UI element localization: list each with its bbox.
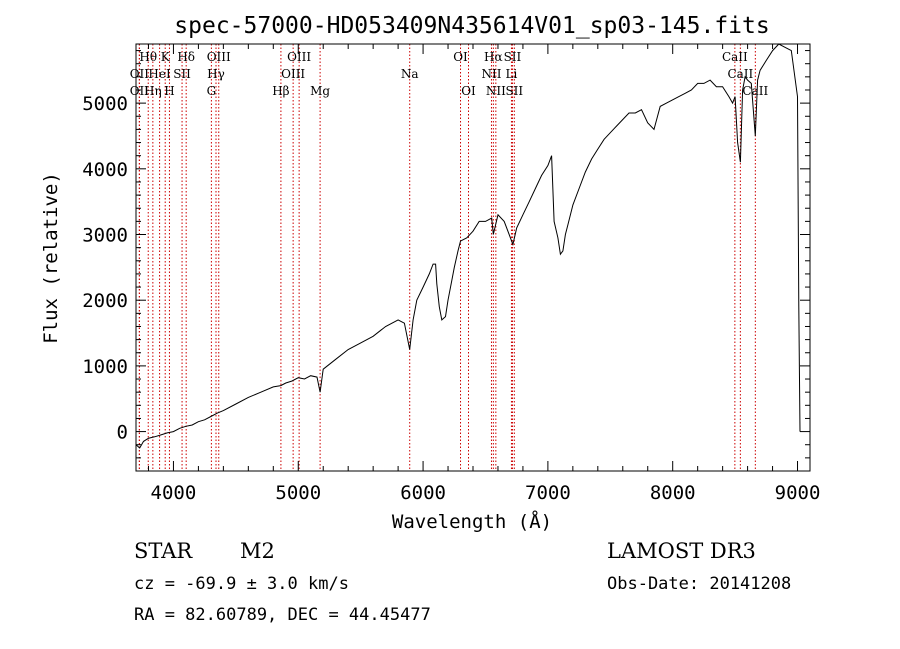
x-axis-label: Wavelength (Å) xyxy=(392,510,552,533)
marker-label: G xyxy=(207,84,217,98)
marker-label: Hα xyxy=(484,50,503,64)
y-tick-label: 5000 xyxy=(82,93,128,115)
x-tick-label: 4000 xyxy=(151,482,197,504)
marker-label: SII xyxy=(504,50,522,64)
marker-label: SII xyxy=(173,67,191,81)
object-class: STAR xyxy=(134,539,193,563)
marker-label: CaII xyxy=(722,50,748,64)
object-subclass: M2 xyxy=(240,539,275,563)
y-tick-label: 2000 xyxy=(82,290,128,312)
chart-title: spec-57000-HD053409N435614V01_sp03-145.f… xyxy=(174,13,769,39)
y-tick-label: 1000 xyxy=(82,356,128,378)
y-tick-labels: 0 1000 2000 3000 4000 5000 xyxy=(82,93,128,443)
marker-label: OI xyxy=(453,50,468,64)
sky-coordinates: RA = 82.60789, DEC = 44.45477 xyxy=(134,605,431,625)
x-tick-labels: 4000 5000 6000 7000 8000 9000 xyxy=(151,482,821,504)
marker-label: CaII xyxy=(727,67,753,81)
x-tick-label: 9000 xyxy=(775,482,821,504)
marker-label: CaII xyxy=(742,84,768,98)
x-tick-label: 8000 xyxy=(650,482,696,504)
marker-label: SII xyxy=(505,84,523,98)
marker-label: Hβ xyxy=(272,84,289,98)
marker-label: OII xyxy=(130,67,150,81)
marker-label: OIII xyxy=(207,50,231,64)
y-tick-label: 0 xyxy=(117,422,128,444)
plot-frame xyxy=(135,43,811,472)
y-tick-label: 4000 xyxy=(82,159,128,181)
redshift-cz: cz = -69.9 ± 3.0 km/s xyxy=(134,574,349,594)
marker-label: Hη xyxy=(144,84,162,98)
marker-label: Li xyxy=(506,67,518,81)
marker-label: NII xyxy=(481,67,501,81)
marker-label: OIII xyxy=(287,50,311,64)
marker-label: Mg xyxy=(310,84,330,98)
marker-label: Na xyxy=(401,67,419,81)
marker-label: Hθ xyxy=(139,50,157,64)
axis-ticks xyxy=(136,44,810,471)
marker-label: OII xyxy=(130,84,150,98)
marker-label: OI xyxy=(461,84,476,98)
survey-name: LAMOST DR3 xyxy=(607,539,756,563)
spectrum-line xyxy=(135,43,801,449)
marker-label: OIII xyxy=(281,67,305,81)
x-tick-label: 5000 xyxy=(275,482,321,504)
spectral-line-markers xyxy=(138,44,756,471)
marker-label: NII xyxy=(486,84,506,98)
y-axis-label: Flux (relative) xyxy=(40,172,62,344)
marker-label: K xyxy=(161,50,171,64)
x-tick-label: 6000 xyxy=(400,482,446,504)
marker-label: HeI xyxy=(148,67,171,81)
y-tick-label: 3000 xyxy=(82,225,128,247)
marker-label: H xyxy=(164,84,174,98)
x-tick-label: 7000 xyxy=(525,482,571,504)
marker-label: Hγ xyxy=(207,67,225,81)
marker-label: Hδ xyxy=(177,50,195,64)
observation-date: Obs-Date: 20141208 xyxy=(607,574,791,594)
